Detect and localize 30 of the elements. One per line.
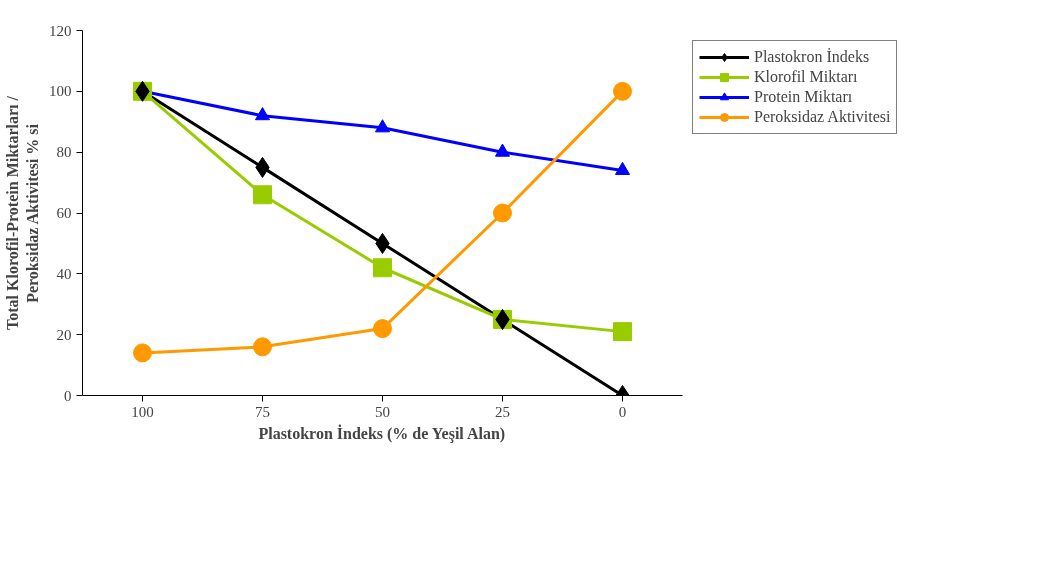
- legend-label: Peroksidaz Aktivitesi: [754, 108, 891, 126]
- y-tick-label: 0: [64, 387, 72, 404]
- x-tick-label: 25: [495, 403, 510, 420]
- x-axis-title: Plastokron İndeks (% de Yeşil Alan): [258, 423, 506, 443]
- y-tick-label: 100: [49, 83, 72, 100]
- x-tick-label: 100: [131, 403, 154, 420]
- x-tick-label: 75: [255, 403, 270, 420]
- y-axis-title: Total Klorofil-Protein Miktarları / Peroksidaz Aktivitesi % si: [3, 95, 41, 330]
- x-tick-label: 0: [618, 403, 627, 420]
- point: [615, 161, 630, 175]
- point: [613, 81, 632, 101]
- point: [375, 119, 390, 133]
- point: [253, 185, 272, 205]
- point: [255, 107, 270, 121]
- legend-label: Protein Miktarı: [754, 88, 853, 106]
- x-tick-label: 50: [375, 403, 390, 420]
- point: [373, 319, 392, 339]
- point: [493, 203, 512, 223]
- point: [495, 143, 510, 157]
- y-tick-label: 120: [49, 22, 72, 39]
- y-tick-label: 60: [56, 205, 72, 221]
- legend-label: Klorofil Miktarı: [754, 68, 858, 86]
- point: [133, 343, 152, 363]
- y-tick-label: 40: [56, 265, 72, 282]
- point: [613, 322, 632, 342]
- y-tick-label: 80: [56, 144, 72, 161]
- y-tick-label: 20: [56, 326, 72, 343]
- point: [253, 337, 272, 357]
- point: [373, 258, 392, 278]
- legend-label: Plastokron İndeks: [754, 48, 870, 66]
